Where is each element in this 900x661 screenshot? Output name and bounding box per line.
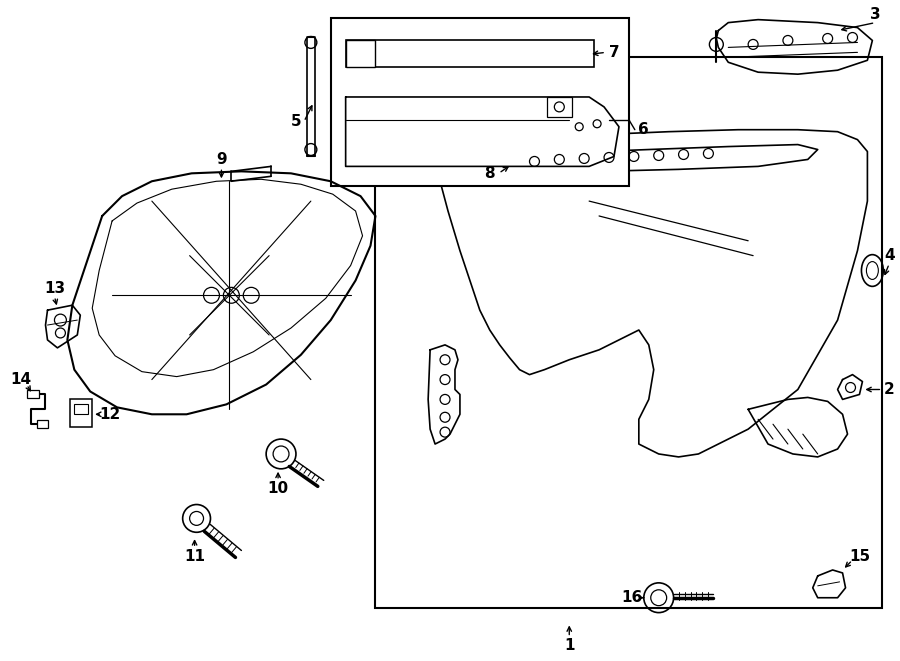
- Text: 5: 5: [291, 114, 302, 130]
- Text: 1: 1: [564, 638, 574, 653]
- Bar: [346, 40, 375, 67]
- Bar: [27, 391, 39, 399]
- Bar: [37, 420, 49, 428]
- Text: 7: 7: [608, 45, 619, 60]
- Bar: [70, 399, 92, 427]
- Text: 10: 10: [267, 481, 289, 496]
- Text: 16: 16: [621, 590, 643, 605]
- Text: 15: 15: [849, 549, 870, 564]
- Text: 13: 13: [44, 281, 65, 296]
- Bar: [330, 18, 629, 186]
- Text: 2: 2: [884, 382, 895, 397]
- Bar: [346, 40, 594, 67]
- Text: 6: 6: [638, 122, 649, 137]
- Bar: [75, 405, 88, 414]
- Text: 3: 3: [870, 7, 881, 22]
- Text: 8: 8: [484, 166, 495, 181]
- Text: 4: 4: [884, 248, 895, 263]
- Text: 12: 12: [100, 407, 121, 422]
- Text: 11: 11: [184, 549, 205, 564]
- Bar: [547, 97, 572, 117]
- Text: 14: 14: [10, 372, 32, 387]
- Text: 9: 9: [216, 152, 227, 167]
- Bar: [375, 58, 882, 607]
